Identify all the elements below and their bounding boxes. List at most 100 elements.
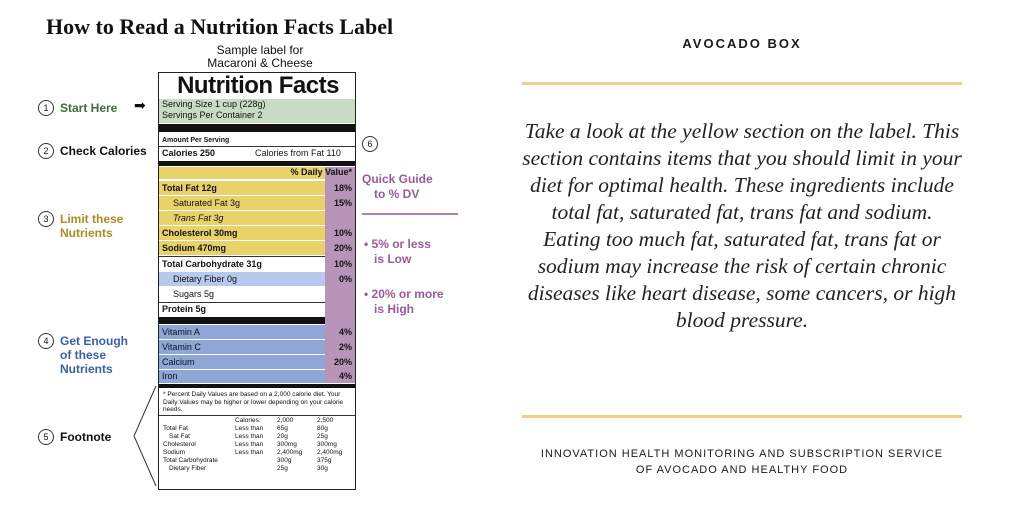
footnote-table-cell: Total Carbohydrate: [163, 457, 218, 464]
nutrient-row-bg: [159, 340, 325, 354]
nutrient-sugars: Sugars 5g: [173, 289, 215, 299]
nutrient-row-bg: [159, 325, 325, 339]
graphic-title: How to Read a Nutrition Facts Label: [46, 14, 394, 39]
nutrient-protein: Protein 5g: [162, 304, 207, 314]
guide-high-line-2: is High: [374, 302, 415, 316]
nutrient-row-bg: [159, 226, 325, 240]
footnote-table: Calories: 2,000 2,500 Total Fat Less than 65g…: [163, 417, 351, 473]
footnote-table-cell: [235, 457, 277, 465]
callout-start-here: Start Here: [60, 101, 118, 115]
bottom-divider: [522, 415, 962, 418]
nutrient-row-bg: [159, 355, 325, 369]
callout-limit-line-1: Limit these: [60, 212, 124, 226]
dv-vitamin-c: 2%: [338, 342, 352, 352]
nutrient-row-bg: [159, 181, 325, 195]
daily-value-header: % Daily Value*: [290, 167, 352, 177]
footnote-text: * Percent Daily Values are based on a 2,…: [163, 391, 344, 413]
calories-from-fat: Calories from Fat 110: [255, 148, 341, 158]
nutrition-facts-heading: Nutrition Facts: [177, 72, 339, 99]
nutrient-row-bg: [159, 211, 325, 225]
divider: [159, 146, 355, 147]
callout-limit-line-2: Nutrients: [60, 226, 113, 240]
footnote-table-row: Cholesterol Less than 300mg 300mg: [163, 441, 351, 449]
calories: Calories 250 Calories from Fat 110: [159, 148, 355, 159]
nutrient-row-bg: [159, 272, 325, 286]
arrow-right-icon: ➡: [134, 97, 146, 113]
footnote-table-cell: 2,000: [277, 417, 294, 424]
footnote-table-cell: Total Fat: [163, 425, 188, 432]
footnote-table-cell: 2,500: [317, 417, 334, 424]
footnote-table-cell: Sat Fat: [169, 433, 190, 440]
footnote-table-cell: 300g: [277, 457, 292, 464]
footnote-table-cell: [235, 465, 277, 473]
footnote-table-row: Calories: 2,000 2,500: [163, 417, 351, 425]
footnote-table-cell: 2,400mg: [317, 449, 343, 456]
step-1-number: 1: [38, 100, 54, 116]
footnote-table-cell: 25g: [277, 465, 288, 472]
footnote-bracket-icon: [133, 385, 157, 487]
footnote-table-cell: 300mg: [277, 441, 297, 448]
quick-guide-line-2: to % DV: [374, 187, 420, 201]
footnote-table-cell: 80g: [317, 425, 328, 432]
dv-total-fat: 18%: [333, 183, 352, 193]
footnote-table-cell: 300mg: [317, 441, 337, 448]
nutrient-iron: Iron: [162, 371, 178, 381]
nutrient-dietary-fiber: Dietary Fiber 0g: [173, 274, 238, 284]
callout-get-enough-line-2: of these: [60, 348, 107, 362]
guide-low-line-1: • 5% or less: [364, 237, 431, 251]
dv-sodium: 20%: [333, 243, 352, 253]
step-2-number: 2: [38, 143, 54, 159]
footnote-table-cell: [163, 417, 235, 425]
nutrient-row-bg: [159, 241, 325, 255]
nutrient-row-bg: [159, 370, 325, 383]
nutrient-total-carbohydrate: Total Carbohydrate 31g: [162, 259, 262, 269]
divider: [159, 302, 325, 303]
footnote-table-cell: 30g: [317, 465, 328, 472]
nutrient-vitamin-a: Vitamin A: [162, 327, 200, 337]
dv-iron: 4%: [338, 371, 352, 381]
footnote-table-cell: 65g: [277, 425, 288, 432]
divider-medium: [159, 384, 355, 388]
nutrient-total-fat: Total Fat 12g: [162, 183, 217, 193]
serving-info-section: [159, 99, 355, 123]
step-3-number: 3: [38, 211, 54, 227]
body-text: Take a look at the yellow section on the…: [522, 119, 962, 332]
footnote-table-cell: 25g: [317, 433, 328, 440]
sample-caption: Sample label for Macaroni & Cheese: [160, 44, 360, 70]
divider: [159, 415, 355, 416]
callout-get-enough-line-1: Get Enough: [60, 334, 128, 348]
dv-calcium: 20%: [333, 357, 352, 367]
step-4-number: 4: [38, 333, 54, 349]
guide-high: • 20% or more is High: [364, 287, 444, 317]
top-divider: [522, 82, 962, 85]
callout-quick-guide: Quick Guide to % DV: [362, 172, 433, 202]
footnote-table-row: Total Fat Less than 65g 80g: [163, 425, 351, 433]
footnote-table-cell: Cholesterol: [163, 441, 196, 448]
dv-dietary-fiber: 0%: [338, 274, 352, 284]
nutrient-sodium: Sodium 470mg: [162, 243, 227, 253]
tagline-line-2: OF AVOCADO AND HEALTHY FOOD: [635, 464, 849, 476]
callout-check-calories: Check Calories: [60, 144, 147, 158]
dv-vitamin-a: 4%: [338, 327, 352, 337]
footnote-table-cell: 375g: [317, 457, 332, 464]
footnote-table-row: Dietary Fiber 25g 30g: [163, 465, 351, 473]
nutrient-saturated-fat: Saturated Fat 3g: [173, 198, 241, 208]
footnote-table-cell: 20g: [277, 433, 288, 440]
step-6-number: 6: [362, 136, 378, 152]
daily-value-column: [325, 167, 355, 383]
brand-name: AVOCADO BOX: [682, 36, 802, 51]
guide-low-line-2: is Low: [374, 252, 412, 266]
dv-cholesterol: 10%: [333, 228, 352, 238]
calories-value: Calories 250: [162, 148, 216, 158]
step-5-number: 5: [38, 429, 54, 445]
quick-guide-line-1: Quick Guide: [362, 172, 433, 186]
footnote-table-cell: Sodium: [163, 449, 186, 456]
nutrient-row-bg: [159, 196, 325, 210]
tagline-line-1: INNOVATION HEALTH MONITORING AND SUBSCRI…: [540, 448, 944, 460]
nutrient-calcium: Calcium: [162, 357, 195, 367]
footnote-table-cell: Less than: [235, 433, 264, 440]
callout-get-enough-line-3: Nutrients: [60, 362, 113, 376]
guide-high-line-1: • 20% or more: [364, 287, 444, 301]
footnote-table-cell: Less than: [235, 425, 264, 432]
divider-thick: [159, 124, 355, 132]
